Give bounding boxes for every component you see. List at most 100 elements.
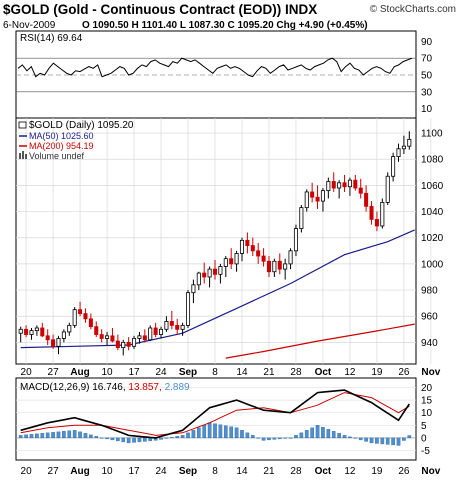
- price-tick-label: 1100: [421, 129, 443, 140]
- candle-body: [337, 182, 342, 189]
- candle-body: [380, 202, 385, 227]
- quote-stats: O 1090.50 H 1101.40 L 1087.30 C 1095.20 …: [82, 20, 368, 31]
- candle-body: [126, 341, 131, 347]
- legend-main: $GOLD (Daily) 1095.20: [29, 120, 134, 131]
- macd-hist-bar: [78, 431, 82, 439]
- macd-tick-label: 10: [421, 408, 433, 419]
- x-tick-label: 27: [48, 466, 60, 477]
- candle-body: [34, 327, 39, 332]
- macd-hist-bar: [56, 431, 61, 439]
- macd-signal-line: [20, 392, 410, 436]
- candle-body: [207, 268, 212, 278]
- macd-hist-bar: [196, 427, 201, 439]
- price-legend: $GOLD (Daily) 1095.20 MA(50) 1025.60 MA(…: [18, 120, 134, 161]
- macd-hist-bar: [72, 430, 77, 439]
- x-tick-label: 17: [128, 466, 140, 477]
- macd-hist-bar: [288, 437, 293, 439]
- candle-body: [164, 321, 169, 330]
- macd-hist-bar: [321, 427, 325, 439]
- legend-ma50: MA(50) 1025.60: [29, 131, 94, 141]
- x-tick-label: Sep: [179, 367, 197, 378]
- rsi-tick-label: 30: [421, 87, 433, 98]
- macd-hist-bar: [234, 427, 239, 439]
- candle-body: [293, 228, 298, 252]
- x-tick-label: Oct: [315, 367, 332, 378]
- price-tick-label: 980: [421, 286, 438, 297]
- macd-hist-bar: [315, 425, 320, 439]
- candle-body: [51, 339, 56, 347]
- macd-hist-bar: [396, 437, 401, 446]
- macd-hist-bar: [385, 437, 390, 445]
- candle-body: [78, 309, 83, 315]
- candle-body: [99, 334, 104, 339]
- price-tick-label: 1020: [421, 233, 444, 244]
- candle-body: [234, 253, 239, 265]
- rsi-tick-label: 70: [421, 54, 433, 65]
- macd-hist-bar: [402, 437, 406, 441]
- quote-date: 6-Nov-2009: [3, 20, 56, 31]
- macd-hist-bar: [99, 437, 104, 439]
- macd-hist-bar: [261, 437, 266, 441]
- macd-hist-bar: [391, 437, 395, 446]
- candle-body: [223, 258, 228, 267]
- x-tick-label: Sep: [179, 466, 197, 477]
- candle-body: [245, 239, 250, 246]
- candle-body: [218, 266, 223, 275]
- candle-body: [358, 187, 363, 194]
- x-tick-label: 12: [344, 466, 356, 477]
- macd-tick-label: 0: [421, 433, 427, 444]
- macd-hist-bar: [310, 427, 314, 439]
- candle-body: [391, 156, 396, 177]
- macd-hist-bar: [240, 430, 244, 439]
- x-tick-label: 8: [212, 466, 218, 477]
- x-tick-label: 8: [212, 367, 218, 378]
- macd-tick-label: 15: [421, 396, 433, 407]
- x-tick-label: 14: [236, 367, 248, 378]
- x-tick-label: 19: [371, 466, 383, 477]
- candle-body: [105, 335, 110, 339]
- price-axis-ticks: 940 960 980 1000 1020 1040 1060 1080 1100: [421, 129, 444, 349]
- macd-hist-bar: [218, 424, 223, 439]
- candle-body: [396, 148, 401, 158]
- macd-hist-bar: [94, 436, 99, 439]
- rsi-tick-label: 90: [421, 37, 433, 48]
- candle-body: [283, 263, 288, 270]
- macd-hist-bar: [110, 437, 115, 441]
- candle-body: [153, 327, 158, 335]
- macd-hist-bar: [29, 434, 34, 439]
- candle-body: [110, 335, 115, 342]
- x-tick-label: Aug: [70, 466, 89, 477]
- candle-body: [250, 245, 255, 252]
- macd-hist-bar: [83, 433, 88, 439]
- macd-hist-bar: [45, 432, 50, 439]
- macd-hist-bar: [342, 435, 347, 439]
- rsi-tick-label: 50: [421, 71, 433, 82]
- x-tick-label: 14: [236, 466, 248, 477]
- x-tick-label: 10: [101, 466, 113, 477]
- candle-body: [191, 284, 196, 294]
- price-panel: 940 960 980 1000 1020 1040 1060 1080 1100 $GOLD …: [15, 117, 444, 365]
- candle-body: [45, 335, 50, 341]
- macd-hist-bar: [213, 423, 217, 439]
- candle-body: [180, 324, 185, 330]
- candle-body: [315, 196, 320, 202]
- macd-hist-bar: [148, 437, 153, 442]
- stockcharts-watermark: © StockCharts.com: [370, 4, 456, 15]
- candle-body: [24, 328, 29, 335]
- macd-hist-bar: [62, 431, 66, 439]
- macd-hist-bar: [40, 433, 45, 439]
- macd-hist-bar: [116, 437, 120, 442]
- candle-body: [261, 255, 266, 262]
- macd-line: [20, 389, 410, 439]
- macd-hist-bar: [358, 437, 363, 441]
- macd-hist-bar: [18, 435, 23, 439]
- candle-body: [202, 272, 207, 278]
- macd-hist-bar: [24, 434, 28, 439]
- macd-hist-bar: [331, 431, 336, 439]
- candle-body: [342, 182, 347, 188]
- macd-hist-bar: [207, 422, 212, 439]
- macd-hist-bar: [159, 437, 163, 440]
